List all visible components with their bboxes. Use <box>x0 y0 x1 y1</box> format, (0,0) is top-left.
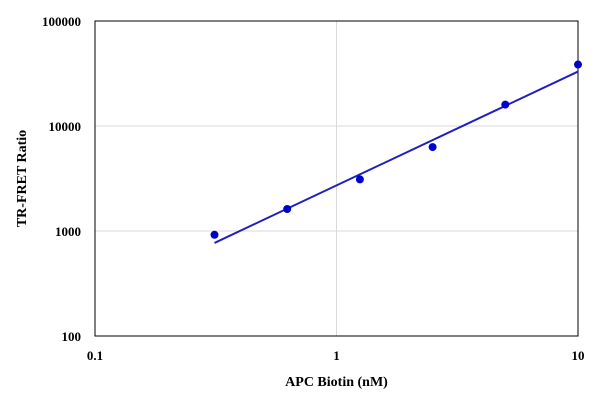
plot-frame <box>94 20 579 337</box>
x-tick-label: 1 <box>333 348 340 363</box>
y-tick-label: 10000 <box>49 119 82 134</box>
x-axis-title: APC Biotin (nM) <box>285 375 388 390</box>
x-tick-label: 0.1 <box>87 348 103 363</box>
x-tick-labels: 0.1 1 10 <box>87 348 585 363</box>
data-point <box>574 60 582 69</box>
y-tick-label: 1000 <box>55 224 81 239</box>
data-point <box>501 100 510 109</box>
trendline <box>214 70 579 244</box>
y-tick-label: 100 <box>62 329 82 344</box>
grid-layer <box>94 20 579 337</box>
data-point <box>283 205 292 214</box>
y-tick-labels: 100 1000 10000 100000 <box>42 14 81 344</box>
data-point <box>428 143 437 152</box>
data-point <box>355 175 364 184</box>
trendline-layer <box>214 70 579 244</box>
data-point <box>210 230 219 239</box>
y-tick-label: 100000 <box>42 14 81 29</box>
data-points-layer <box>210 60 582 239</box>
y-axis-title: TR-FRET Ratio <box>15 130 30 227</box>
x-tick-label: 10 <box>572 348 585 363</box>
